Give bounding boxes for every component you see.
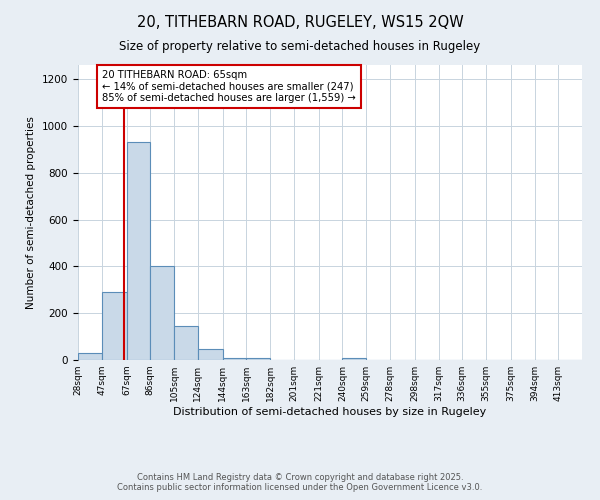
Bar xyxy=(174,326,198,360)
Bar xyxy=(198,350,223,360)
Bar xyxy=(127,142,151,360)
Bar xyxy=(223,358,247,360)
Text: 20 TITHEBARN ROAD: 65sqm
← 14% of semi-detached houses are smaller (247)
85% of : 20 TITHEBARN ROAD: 65sqm ← 14% of semi-d… xyxy=(103,70,356,103)
Text: Contains HM Land Registry data © Crown copyright and database right 2025.
Contai: Contains HM Land Registry data © Crown c… xyxy=(118,473,482,492)
Text: 20, TITHEBARN ROAD, RUGELEY, WS15 2QW: 20, TITHEBARN ROAD, RUGELEY, WS15 2QW xyxy=(137,15,463,30)
Bar xyxy=(343,358,366,360)
Text: Size of property relative to semi-detached houses in Rugeley: Size of property relative to semi-detach… xyxy=(119,40,481,53)
Bar xyxy=(102,292,127,360)
Y-axis label: Number of semi-detached properties: Number of semi-detached properties xyxy=(26,116,37,309)
Bar xyxy=(151,266,174,360)
Bar xyxy=(78,353,102,360)
X-axis label: Distribution of semi-detached houses by size in Rugeley: Distribution of semi-detached houses by … xyxy=(173,407,487,417)
Bar xyxy=(247,358,270,360)
